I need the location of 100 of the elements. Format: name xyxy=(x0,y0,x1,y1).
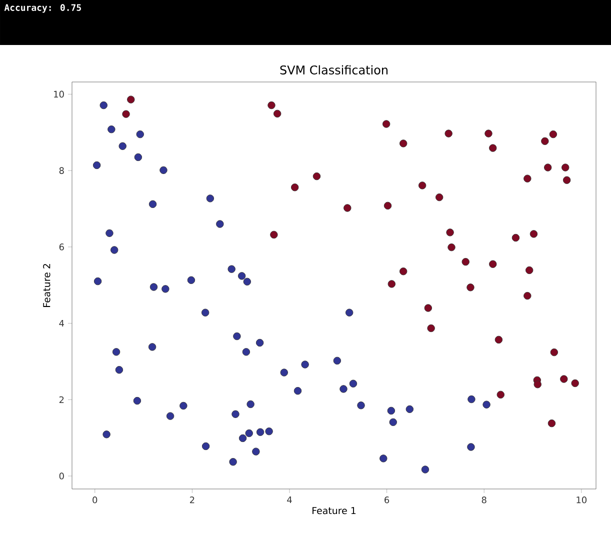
x-tick-label: 4 xyxy=(287,496,292,504)
point xyxy=(399,140,408,148)
x-tick-label: 10 xyxy=(576,496,587,504)
point xyxy=(549,130,558,138)
point xyxy=(380,454,388,462)
point xyxy=(187,276,196,284)
point xyxy=(427,324,435,332)
point xyxy=(270,230,278,239)
point xyxy=(133,396,142,405)
point xyxy=(134,153,142,162)
point xyxy=(389,418,397,426)
point xyxy=(229,458,237,466)
point xyxy=(273,110,282,118)
point xyxy=(526,266,534,274)
point xyxy=(345,308,354,316)
point xyxy=(162,285,170,293)
point xyxy=(228,265,236,273)
point xyxy=(468,395,476,404)
point xyxy=(333,356,342,365)
point xyxy=(201,308,210,316)
x-tick-label: 6 xyxy=(384,496,390,504)
point xyxy=(256,338,264,347)
point xyxy=(148,343,156,351)
y-tick-label: 8 xyxy=(59,167,64,174)
point xyxy=(100,101,108,110)
point xyxy=(312,172,321,180)
point xyxy=(448,243,456,252)
y-tick-label: 4 xyxy=(59,320,64,327)
point xyxy=(524,292,532,300)
point xyxy=(202,442,210,450)
point xyxy=(406,405,414,414)
point xyxy=(382,120,390,128)
point xyxy=(92,161,101,170)
point xyxy=(399,268,408,276)
point xyxy=(242,348,250,356)
y-tick-label: 10 xyxy=(54,90,64,98)
y-tick-label: 6 xyxy=(59,244,64,250)
point xyxy=(548,419,556,428)
point xyxy=(102,430,110,438)
point xyxy=(280,368,288,376)
point xyxy=(246,400,254,408)
point xyxy=(387,406,396,415)
point xyxy=(340,385,348,393)
point xyxy=(421,466,430,474)
y-axis-title: Feature 2 xyxy=(43,264,50,307)
point xyxy=(489,144,497,152)
point xyxy=(232,410,240,418)
point xyxy=(544,164,552,172)
point xyxy=(349,380,358,388)
chart-title: SVM Classification xyxy=(280,65,388,74)
point xyxy=(252,448,260,456)
point xyxy=(541,137,549,146)
point xyxy=(496,390,504,399)
point xyxy=(294,387,302,395)
point xyxy=(562,176,571,184)
point xyxy=(238,272,246,280)
point xyxy=(290,184,299,192)
point xyxy=(482,400,490,408)
point xyxy=(238,434,247,442)
point xyxy=(127,96,135,104)
point xyxy=(122,110,130,118)
x-tick-label: 8 xyxy=(482,496,486,504)
point xyxy=(562,164,570,172)
x-tick-label: 0 xyxy=(92,496,98,504)
x-axis-title: Feature 1 xyxy=(312,507,356,514)
point xyxy=(108,125,116,134)
point xyxy=(512,234,520,242)
point xyxy=(435,193,444,202)
point xyxy=(136,130,144,138)
point xyxy=(243,278,252,286)
point xyxy=(489,260,497,268)
point xyxy=(301,360,309,368)
point xyxy=(110,246,118,254)
point xyxy=(530,230,538,238)
point xyxy=(444,130,452,138)
point xyxy=(268,101,276,110)
point xyxy=(233,332,241,340)
text: Accuracy: 0.75 xyxy=(4,4,81,13)
y-tick-label: 0 xyxy=(59,472,64,480)
point xyxy=(265,427,273,436)
point xyxy=(118,142,126,150)
point xyxy=(216,220,224,228)
point xyxy=(494,336,503,344)
point xyxy=(550,348,558,356)
point xyxy=(418,182,426,190)
point xyxy=(94,277,102,286)
point xyxy=(424,304,432,312)
point xyxy=(206,194,214,202)
point xyxy=(560,375,568,383)
point xyxy=(357,402,365,410)
point xyxy=(160,166,168,174)
point xyxy=(571,379,579,388)
point xyxy=(245,429,253,438)
point xyxy=(384,202,392,210)
point xyxy=(466,284,474,292)
point xyxy=(150,283,158,291)
point xyxy=(256,428,264,436)
point xyxy=(388,280,396,288)
point xyxy=(112,348,120,356)
point xyxy=(115,366,124,374)
